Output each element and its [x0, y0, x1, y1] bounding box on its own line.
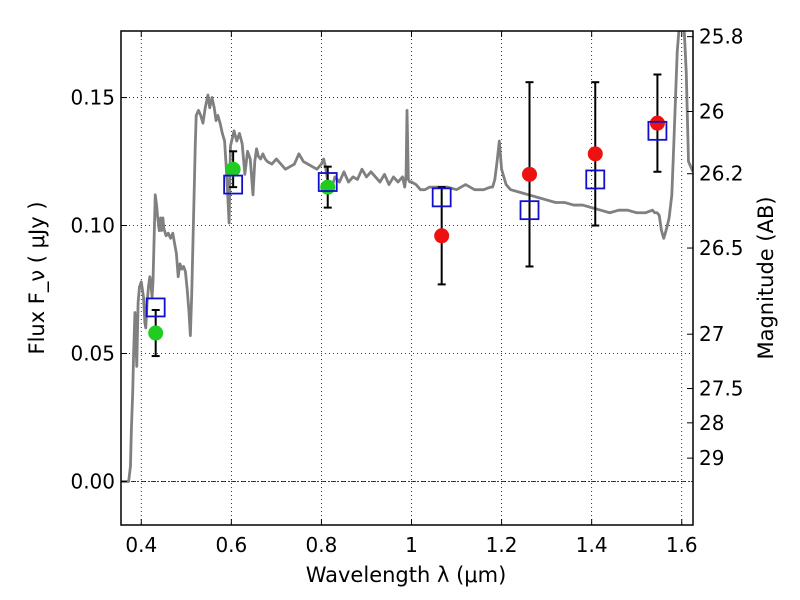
y-tick-label: 0.10 — [70, 214, 115, 238]
model-photometry-point — [647, 120, 668, 141]
y-right-tick-label: 26.2 — [699, 162, 744, 186]
x-tick-label: 0.4 — [125, 533, 157, 557]
data-point — [649, 115, 665, 131]
x-axis-title: Wavelength λ (μm) — [306, 563, 507, 587]
data-point — [587, 146, 603, 162]
y-tick-label: 0.15 — [70, 86, 115, 110]
y-right-tick-label: 29 — [699, 446, 724, 470]
model-photometry-point — [585, 169, 606, 190]
model-photometry-point — [519, 200, 540, 221]
data-point — [434, 228, 450, 244]
plot-frame — [120, 30, 694, 526]
y-tick-label: 0.05 — [70, 342, 115, 366]
x-tick-label: 1.2 — [486, 533, 518, 557]
y-right-axis-title: Magnitude (AB) — [754, 196, 778, 359]
data-point — [225, 161, 241, 177]
tick-labels: 0.4 0.6 0.8 1 1.2 1.4 1.6 0.00 0.05 0.10 0.15 25.8 2… — [70, 25, 743, 557]
x-tick-label: 1.4 — [576, 533, 608, 557]
svg-text:Flux F_ν ( μJy ): Flux F_ν ( μJy ) — [25, 201, 50, 354]
data-point — [522, 166, 538, 182]
y-axis-title: Flux F_ν ( μJy ) — [25, 201, 50, 354]
axis-ticks — [121, 31, 693, 525]
data-point — [320, 179, 336, 195]
y-right-tick-label: 28 — [699, 411, 724, 435]
model-photometry-point — [145, 297, 166, 318]
x-tick-label: 1 — [405, 533, 418, 557]
y-tick-label: 0.00 — [70, 469, 115, 493]
model-photometry-point — [431, 187, 452, 208]
y-right-tick-label: 26 — [699, 99, 724, 123]
data-point — [148, 325, 164, 341]
y-right-tick-label: 26.5 — [699, 236, 744, 260]
y-axis-title-text: Flux F_ν ( μJy ) — [25, 201, 50, 354]
x-tick-label: 1.6 — [666, 533, 698, 557]
plot-area — [121, 31, 693, 483]
y-right-tick-label: 27.5 — [699, 377, 744, 401]
y-right-tick-label: 25.8 — [699, 25, 744, 49]
model-photometry-point — [223, 174, 244, 195]
x-tick-label: 0.6 — [215, 533, 247, 557]
model-spectrum-line — [121, 31, 693, 483]
y-right-tick-label: 27 — [699, 322, 724, 346]
x-tick-label: 0.8 — [306, 533, 338, 557]
model-photometry-point — [317, 172, 338, 192]
